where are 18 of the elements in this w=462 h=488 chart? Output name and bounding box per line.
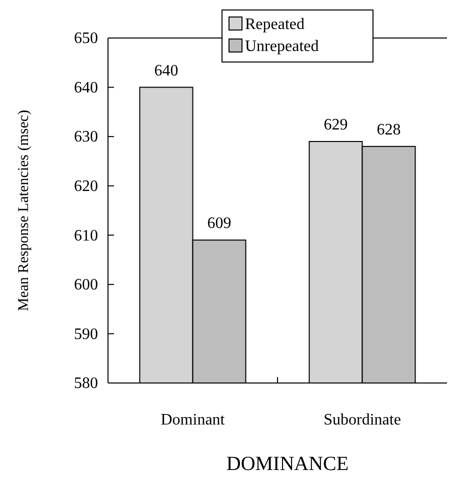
data-label: 629 [324, 116, 348, 134]
data-label: 609 [207, 215, 232, 232]
y-tick-label: 640 [74, 79, 98, 96]
data-label: 640 [154, 62, 178, 80]
y-tick-label: 610 [74, 227, 98, 244]
y-tick-label: 630 [74, 128, 98, 146]
x-axis-title: DOMINANCE [226, 453, 349, 475]
x-tick-label: Subordinate [324, 411, 401, 428]
y-tick-label: 580 [74, 375, 98, 392]
data-label: 628 [376, 121, 401, 138]
y-tick-label: 620 [74, 178, 98, 195]
y-axis-title: Mean Response Latencies (msec) [16, 110, 32, 312]
y-tick-label: 590 [74, 326, 98, 343]
y-tick-label: 600 [74, 276, 98, 294]
y-tick-label: 650 [74, 30, 98, 48]
legend-label: Repeated [245, 16, 305, 33]
x-tick-label: Dominant [160, 411, 226, 428]
legend-label: Unrepeated [245, 38, 319, 55]
